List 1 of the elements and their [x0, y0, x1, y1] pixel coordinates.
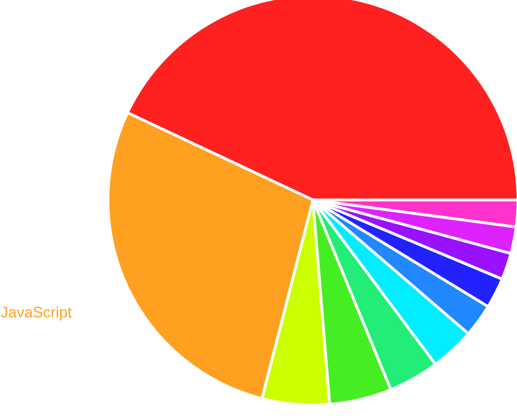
slice-label: JavaScript [0, 306, 72, 321]
